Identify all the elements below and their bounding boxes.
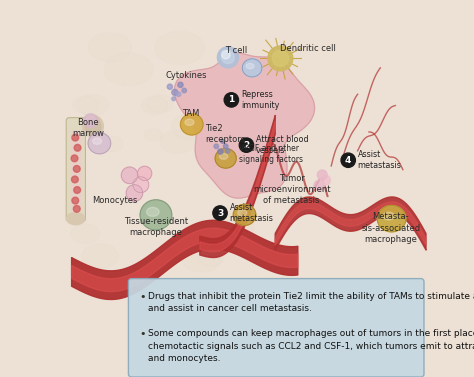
Text: Tissue-resident
macrophage: Tissue-resident macrophage: [124, 217, 188, 237]
Circle shape: [224, 93, 238, 107]
Ellipse shape: [182, 247, 221, 272]
Text: Drugs that inhibit the protein Tie2 limit the ability of TAMs to stimulate angio: Drugs that inhibit the protein Tie2 limi…: [148, 292, 474, 313]
Circle shape: [341, 153, 356, 167]
Ellipse shape: [160, 130, 194, 153]
Circle shape: [73, 205, 80, 212]
Circle shape: [72, 176, 78, 183]
Text: 1: 1: [228, 95, 235, 104]
Ellipse shape: [92, 138, 101, 144]
Text: •: •: [140, 329, 146, 340]
Circle shape: [272, 51, 289, 66]
Ellipse shape: [246, 63, 254, 69]
Text: 2: 2: [243, 141, 249, 150]
Circle shape: [239, 138, 254, 152]
Circle shape: [72, 134, 79, 141]
Ellipse shape: [82, 115, 103, 137]
Circle shape: [317, 170, 327, 180]
Circle shape: [74, 187, 81, 193]
Circle shape: [268, 46, 293, 71]
Circle shape: [133, 177, 149, 193]
Ellipse shape: [140, 200, 172, 230]
Text: T cell: T cell: [225, 46, 247, 55]
Circle shape: [314, 180, 325, 191]
Text: Bone
marrow: Bone marrow: [72, 118, 104, 138]
Circle shape: [73, 166, 80, 172]
Text: Repress
immunity: Repress immunity: [241, 90, 279, 110]
Ellipse shape: [211, 89, 263, 123]
Ellipse shape: [185, 119, 194, 126]
Text: 3: 3: [217, 208, 223, 218]
Ellipse shape: [73, 97, 99, 114]
Text: 4: 4: [345, 156, 351, 165]
Circle shape: [214, 144, 219, 149]
Ellipse shape: [146, 95, 173, 113]
Circle shape: [221, 139, 225, 143]
Ellipse shape: [377, 205, 406, 232]
Circle shape: [182, 88, 186, 93]
Circle shape: [223, 144, 228, 149]
Ellipse shape: [219, 153, 228, 159]
Ellipse shape: [82, 244, 118, 268]
Ellipse shape: [146, 207, 159, 216]
Ellipse shape: [66, 213, 85, 225]
Ellipse shape: [181, 114, 203, 135]
Text: Assist
metastasis: Assist metastasis: [358, 150, 401, 170]
Ellipse shape: [172, 113, 212, 140]
Circle shape: [137, 166, 152, 181]
Ellipse shape: [85, 118, 101, 135]
Circle shape: [222, 51, 230, 59]
Ellipse shape: [78, 95, 109, 115]
FancyBboxPatch shape: [66, 118, 85, 222]
Ellipse shape: [89, 33, 131, 61]
Ellipse shape: [242, 59, 262, 77]
Ellipse shape: [215, 149, 236, 168]
Ellipse shape: [233, 204, 256, 225]
Text: Metasta-
sis-associated
macrophage: Metasta- sis-associated macrophage: [361, 213, 420, 244]
Circle shape: [321, 175, 330, 185]
Polygon shape: [174, 53, 315, 198]
Ellipse shape: [104, 53, 153, 86]
Ellipse shape: [383, 212, 394, 220]
Circle shape: [172, 89, 178, 95]
FancyBboxPatch shape: [71, 131, 82, 212]
Ellipse shape: [238, 210, 247, 216]
Circle shape: [121, 167, 138, 184]
Ellipse shape: [100, 136, 123, 152]
Text: Cytokines: Cytokines: [165, 71, 207, 80]
Text: •: •: [140, 292, 146, 302]
Ellipse shape: [83, 114, 98, 127]
Text: Dendritic cell: Dendritic cell: [280, 44, 336, 53]
Circle shape: [126, 185, 143, 201]
Ellipse shape: [145, 129, 163, 141]
Text: Assist
metastasis: Assist metastasis: [229, 203, 273, 223]
Ellipse shape: [155, 31, 205, 64]
Ellipse shape: [141, 97, 167, 114]
Ellipse shape: [86, 116, 96, 125]
Circle shape: [213, 206, 227, 220]
Circle shape: [172, 97, 175, 101]
Text: Some compounds can keep macrophages out of tumors in the first place by blocking: Some compounds can keep macrophages out …: [148, 329, 474, 363]
Text: Monocytes: Monocytes: [92, 196, 137, 205]
Text: Attract blood
vessels: Attract blood vessels: [256, 135, 309, 155]
Ellipse shape: [207, 213, 254, 244]
Ellipse shape: [71, 224, 100, 244]
FancyBboxPatch shape: [128, 279, 424, 377]
Circle shape: [176, 92, 181, 97]
Text: TAM: TAM: [182, 109, 200, 118]
Circle shape: [167, 84, 173, 89]
Ellipse shape: [199, 250, 223, 266]
Circle shape: [178, 82, 183, 87]
Circle shape: [218, 47, 238, 68]
Circle shape: [218, 149, 223, 154]
Text: VEGF and other
signaling factors: VEGF and other signaling factors: [239, 144, 303, 164]
Circle shape: [72, 197, 79, 204]
Text: Tie2
receptors: Tie2 receptors: [205, 124, 245, 144]
Ellipse shape: [229, 131, 256, 149]
Circle shape: [225, 149, 230, 153]
Ellipse shape: [88, 133, 111, 154]
Circle shape: [74, 144, 81, 151]
Circle shape: [71, 155, 78, 162]
Circle shape: [222, 51, 234, 64]
Text: Tumor
microenvironment
of metastasis: Tumor microenvironment of metastasis: [253, 174, 330, 205]
